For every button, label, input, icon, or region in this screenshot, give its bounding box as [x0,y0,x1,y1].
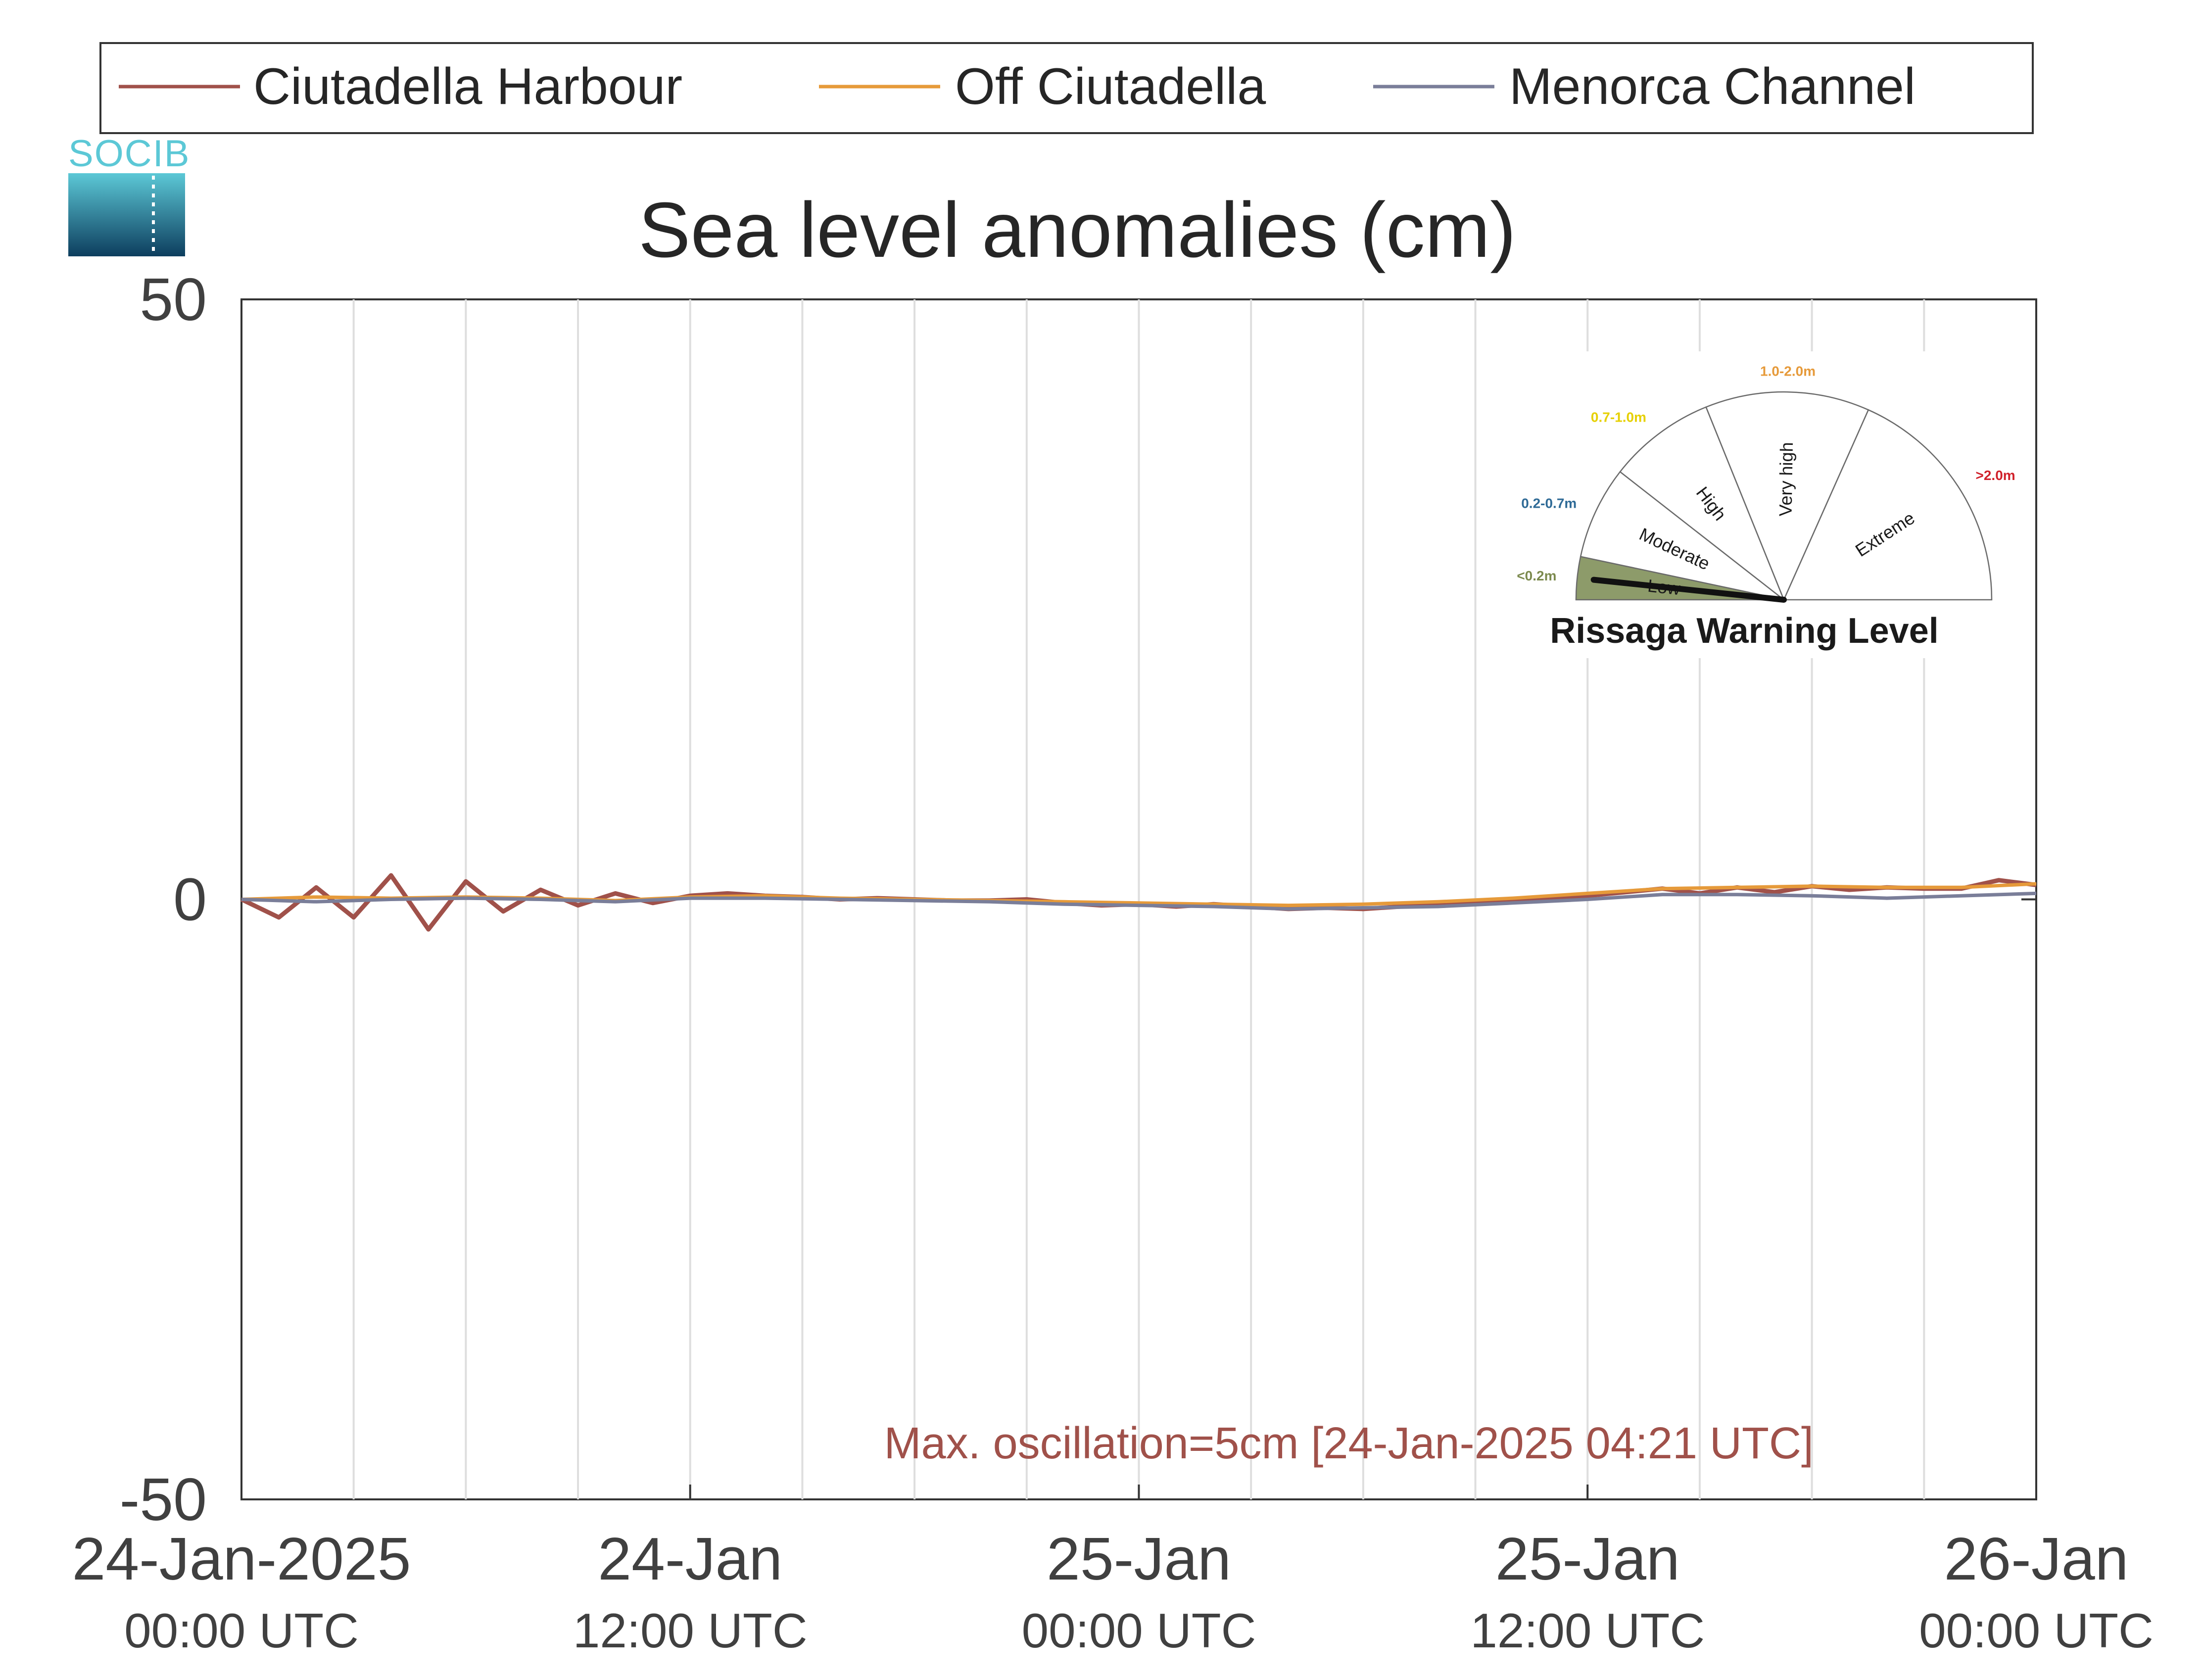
rissaga-gauge: Low<0.2mModerate0.2-0.7mHigh0.7-1.0mVery… [1494,351,2031,658]
gauge-range-label: 0.2-0.7m [1521,495,1577,511]
gauge-sector-3 [1619,406,1785,602]
x-tick-label-time: 12:00 UTC [573,1603,808,1658]
x-tick-label-date: 26-Jan [1944,1525,2128,1592]
legend-box [99,42,2034,134]
legend: Ciutadella Harbour Off Ciutadella Menorc… [99,42,2034,134]
gauge-title: Rissaga Warning Level [1550,611,1939,651]
gauge-sector-4 [1705,391,1869,602]
x-tick-label-date: 24-Jan [598,1525,782,1592]
series-lines [240,873,2037,932]
legend-label-1: Ciutadella Harbour [253,58,682,115]
legend-label-2: Off Ciutadella [955,58,1266,115]
y-tick-label: 0 [173,866,207,933]
gauge-needle [1590,576,1787,603]
gauge-range-label: <0.2m [1517,568,1556,583]
y-ticks: 50 0 -50 [120,266,2036,1533]
x-tick-label-time: 12:00 UTC [1470,1603,1705,1658]
chart-title: Sea level anomalies (cm) [638,187,1516,274]
x-tick-label-time: 00:00 UTC [124,1603,359,1658]
gauge-sector-label: Very high [1775,442,1797,517]
y-tick-label: -50 [120,1466,207,1533]
gauge-range-label: >2.0m [1976,468,2015,483]
x-ticks: 24-Jan-2025 00:00 UTC 24-Jan 12:00 UTC 25-Ja… [72,1485,2154,1658]
y-tick-label: 50 [140,266,207,333]
x-tick-label-date: 25-Jan [1047,1525,1231,1592]
x-tick-label-time: 00:00 UTC [1022,1603,1256,1658]
max-oscillation-annotation: Max. oscillation=5cm [24-Jan-2025 04:21 … [884,1419,1814,1468]
x-tick-label-date: 24-Jan-2025 [72,1525,411,1592]
legend-item-3: Menorca Channel [1373,58,1915,115]
legend-item-2: Off Ciutadella [819,58,1266,115]
legend-label-3: Menorca Channel [1509,58,1915,115]
series-line-3 [241,891,2037,911]
gauge-range-label: 1.0-2.0m [1760,364,1816,379]
socib-logo: SOCIB [68,133,191,256]
legend-item-1: Ciutadella Harbour [119,58,682,115]
socib-logo-text: SOCIB [68,133,191,175]
gauge-sector-5 [1783,409,1993,601]
gauge-range-label: 0.7-1.0m [1591,410,1646,425]
x-tick-label-date: 25-Jan [1495,1525,1680,1592]
x-tick-label-time: 00:00 UTC [1919,1603,2154,1658]
gauge-sector-2 [1580,471,1784,601]
socib-logo-block [68,173,185,256]
